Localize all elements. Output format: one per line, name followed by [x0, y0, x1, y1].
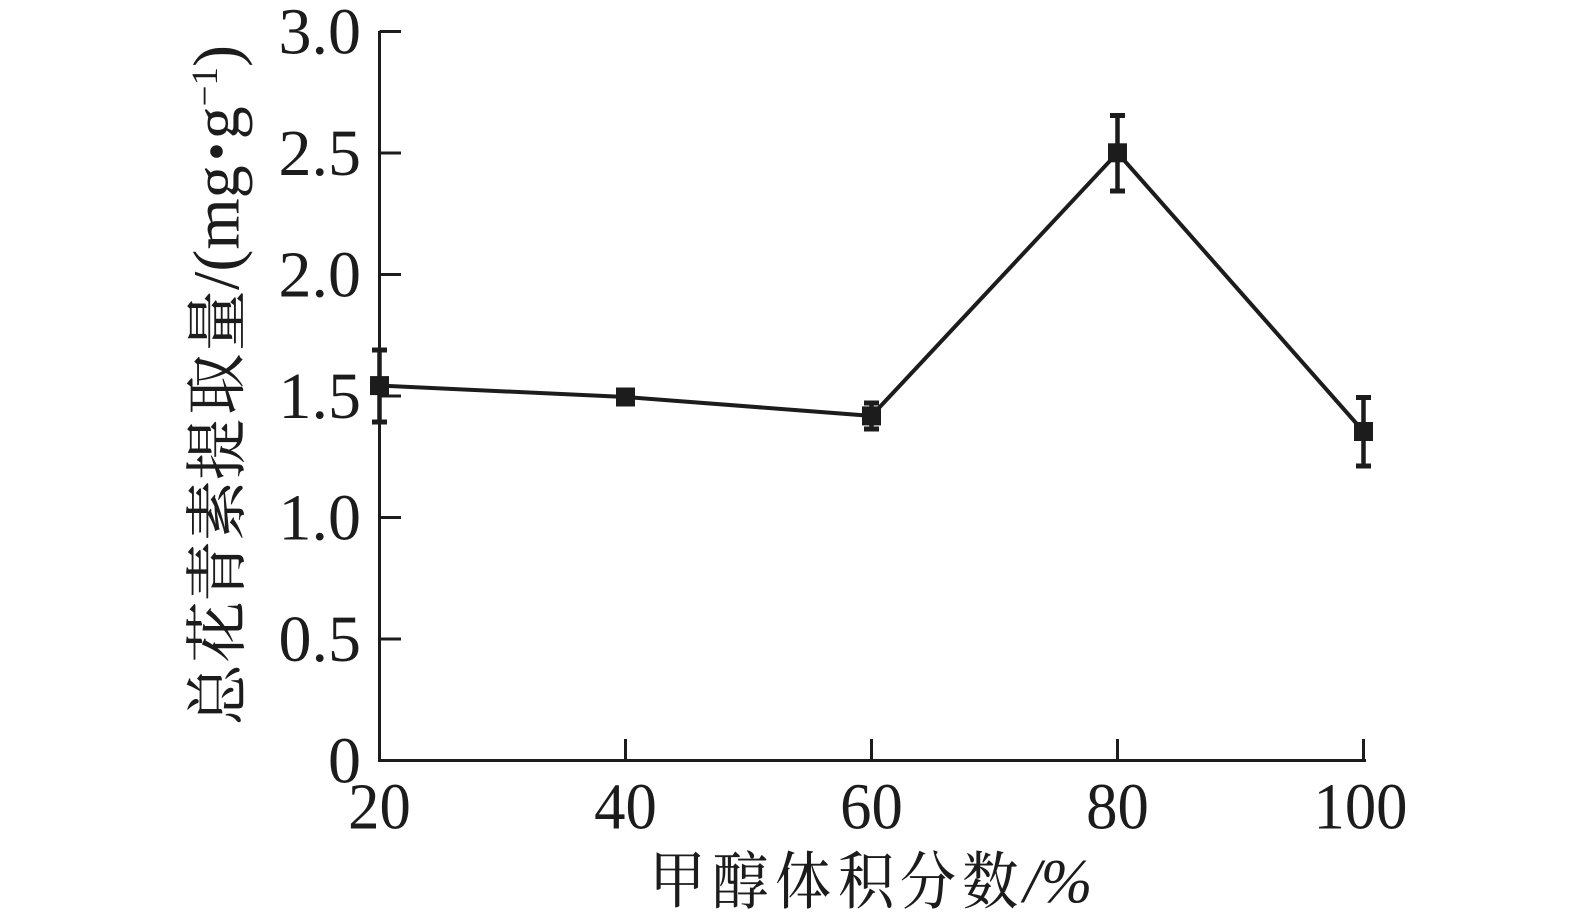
svg-text:2.5: 2.5 — [279, 117, 362, 190]
svg-text:0: 0 — [328, 724, 361, 797]
svg-text:3.0: 3.0 — [279, 0, 362, 68]
svg-text:2.0: 2.0 — [279, 238, 362, 311]
svg-text:1.5: 1.5 — [279, 360, 362, 433]
svg-text:0.5: 0.5 — [279, 603, 362, 676]
svg-text:/%: /% — [1021, 848, 1093, 916]
svg-text:80: 80 — [1086, 770, 1149, 843]
svg-text:/(mg·g−1): /(mg·g−1) — [181, 45, 254, 290]
svg-text:60: 60 — [840, 770, 903, 843]
svg-text:100: 100 — [1313, 770, 1407, 843]
svg-text:40: 40 — [594, 770, 657, 843]
svg-text:20: 20 — [348, 770, 411, 843]
svg-text:1.0: 1.0 — [279, 481, 362, 554]
